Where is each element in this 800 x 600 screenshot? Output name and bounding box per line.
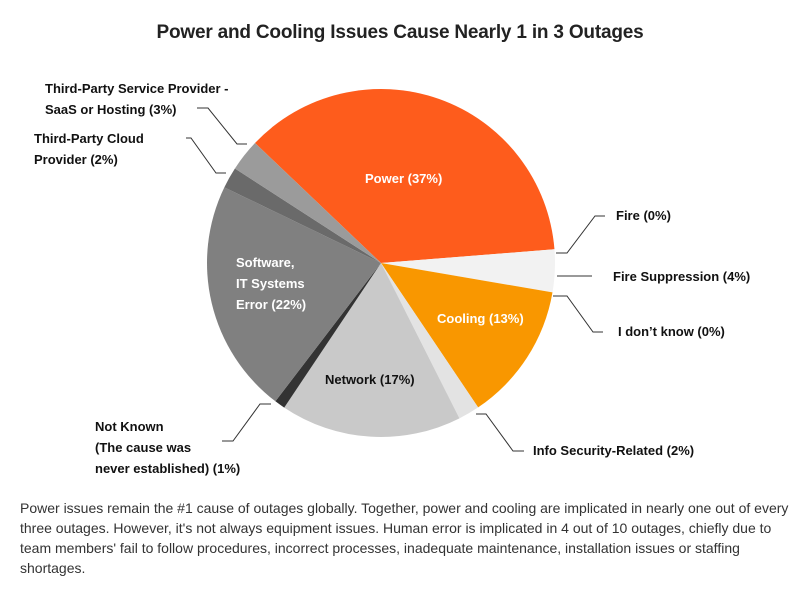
- label-info-security: Info Security-Related (2%): [533, 443, 695, 458]
- label-third-party-service: Third-Party Service Provider - SaaS or H…: [45, 78, 229, 120]
- pie-slice-software-it-systems-error: [207, 187, 381, 402]
- pie-slice-not-known-the-cause-was-never-established: [275, 263, 381, 408]
- label-cooling: Cooling (13%): [437, 311, 524, 326]
- pie-slice-info-security-related: [381, 263, 479, 419]
- leader-third-party-cloud: [186, 137, 226, 174]
- label-line: never established) (1%): [95, 461, 241, 476]
- chart-caption: Power issues remain the #1 cause of outa…: [20, 500, 789, 576]
- label-fire: Fire (0%): [616, 208, 671, 223]
- label-fire-suppression: Fire Suppression (4%): [613, 269, 751, 284]
- label-line: Not Known: [95, 419, 164, 434]
- label-not-known: Not Known (The cause was never establish…: [95, 416, 240, 479]
- label-line: Third-Party Cloud: [34, 131, 144, 146]
- pie-slice-third-party-cloud-provider: [224, 168, 381, 263]
- label-line: SaaS or Hosting (3%): [45, 102, 177, 117]
- label-software: Software, IT Systems Error (22%): [236, 252, 306, 315]
- label-line: Error (22%): [236, 297, 307, 312]
- leader-info-security: [476, 413, 524, 452]
- pie-slice-third-party-service-provider-saas-or-hosting: [234, 143, 381, 263]
- label-line: (The cause was: [95, 440, 192, 455]
- label-i-dont-know: I don’t know (0%): [618, 324, 725, 339]
- leader-fire: [556, 215, 605, 254]
- pie-slice-network: [284, 263, 460, 437]
- leader-i-dont-know: [553, 295, 603, 333]
- chart-title: Power and Cooling Issues Cause Nearly 1 …: [156, 22, 644, 43]
- label-line: Software,: [236, 255, 295, 270]
- label-line: Provider (2%): [34, 152, 118, 167]
- label-network: Network (17%): [325, 372, 415, 387]
- leader-third-party-service: [197, 107, 247, 145]
- label-power: Power (37%): [365, 171, 443, 186]
- pie-slice-fire-suppression: [381, 249, 555, 293]
- label-line: Third-Party Service Provider -: [45, 81, 229, 96]
- pie-slice-power: [254, 88, 555, 263]
- label-line: IT Systems: [236, 276, 305, 291]
- label-third-party-cloud: Third-Party Cloud Provider (2%): [34, 128, 144, 170]
- leader-lines: [186, 107, 605, 452]
- pie-slices: [207, 88, 555, 437]
- pie-slice-cooling: [381, 263, 553, 408]
- leader-not-known: [222, 403, 271, 442]
